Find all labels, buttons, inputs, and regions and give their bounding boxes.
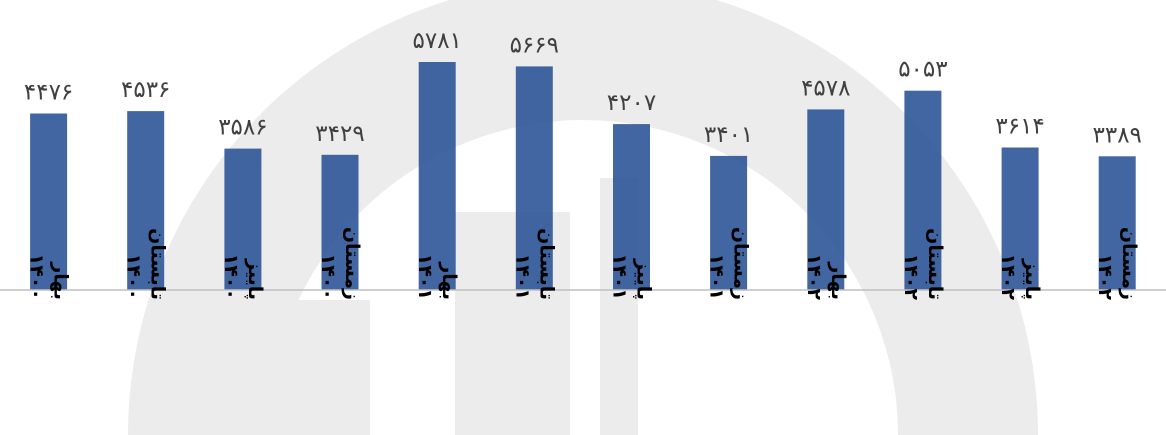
category-label-line: تابستان bbox=[924, 228, 946, 300]
category-label-line: بهار bbox=[50, 261, 72, 300]
category-label: تابستان۱۴۰۰ bbox=[123, 228, 169, 300]
category-label-line: ۱۴۰۲ bbox=[1094, 254, 1116, 301]
category-label-line: ۱۴۰۰ bbox=[317, 254, 339, 300]
category-label: زمستان۱۴۰۲ bbox=[1094, 227, 1140, 301]
category-label-line: ۱۴۰۱ bbox=[609, 254, 631, 300]
watermark-logo bbox=[128, 0, 1038, 435]
category-label-line: پاییز bbox=[1021, 258, 1043, 300]
category-label-line: ۱۴۰۰ bbox=[220, 254, 242, 300]
bar bbox=[127, 111, 165, 290]
bar bbox=[807, 109, 845, 291]
data-label: ۴۵۳۶ bbox=[121, 77, 170, 103]
category-label-line: زمستان bbox=[1118, 227, 1140, 300]
category-label-line: ۱۴۰۱ bbox=[511, 254, 533, 300]
category-label: پاییز۱۴۰۲ bbox=[997, 254, 1043, 301]
bar bbox=[1098, 156, 1136, 290]
category-label: تابستان۱۴۰۲ bbox=[900, 228, 946, 300]
category-label-line: ۱۴۰۲ bbox=[997, 254, 1019, 301]
category-label-line: پاییز bbox=[633, 258, 655, 300]
data-label: ۳۶۱۴ bbox=[995, 114, 1044, 140]
category-label-line: ۱۴۰۰ bbox=[26, 254, 48, 300]
category-label-line: ۱۴۰۱ bbox=[414, 254, 436, 300]
bar bbox=[515, 66, 553, 291]
bar bbox=[904, 90, 942, 290]
watermark-block-left bbox=[265, 300, 370, 435]
category-label-line: بهار bbox=[827, 261, 849, 300]
category-label-line: زمستان bbox=[730, 227, 752, 300]
data-label: ۳۴۰۱ bbox=[704, 122, 753, 148]
category-label-line: زمستان bbox=[341, 227, 363, 300]
watermark-arc bbox=[128, 0, 1038, 435]
data-label: ۳۴۲۹ bbox=[315, 121, 364, 147]
bar bbox=[418, 62, 456, 290]
data-label: ۳۵۸۶ bbox=[218, 115, 267, 141]
data-label: ۵۷۸۱ bbox=[412, 28, 461, 54]
category-label-line: ۱۴۰۰ bbox=[123, 254, 145, 300]
category-label: بهار۱۴۰۱ bbox=[414, 254, 460, 300]
bar bbox=[1001, 147, 1039, 290]
bar bbox=[30, 113, 68, 290]
bar bbox=[321, 154, 359, 290]
bar bbox=[710, 155, 748, 290]
data-label: ۳۳۸۹ bbox=[1092, 122, 1141, 148]
data-label: ۵۰۵۳ bbox=[898, 57, 947, 83]
category-label: پاییز۱۴۰۱ bbox=[609, 254, 655, 300]
category-labels-layer: بهار۱۴۰۰ تابستان۱۴۰۰ پاییز۱۴۰۰ زمستان۱۴۰۰ به… bbox=[26, 227, 1141, 301]
category-label-line: ۱۴۰۱ bbox=[706, 254, 728, 300]
category-label-line: ۱۴۰۲ bbox=[803, 254, 825, 301]
category-label-line: ۱۴۰۲ bbox=[900, 254, 922, 301]
category-label: زمستان۱۴۰۰ bbox=[317, 227, 363, 300]
bar bbox=[613, 124, 650, 290]
category-label: زمستان۱۴۰۱ bbox=[706, 227, 752, 300]
category-label: بهار۱۴۰۰ bbox=[26, 254, 72, 300]
category-label-line: تابستان bbox=[535, 228, 557, 300]
category-label: پاییز۱۴۰۰ bbox=[220, 254, 266, 300]
value-labels-layer: ۴۴۷۶ ۴۵۳۶ ۳۵۸۶ ۳۴۲۹ ۵۷۸۱ ۵۶۶۹ ۴۲۰۷ ۳۴۰۱ ۴۵۷۸ ۵۰۵۳… bbox=[24, 28, 1142, 148]
data-label: ۵۶۶۹ bbox=[510, 32, 559, 58]
data-label: ۴۵۷۸ bbox=[801, 75, 850, 101]
category-label-line: تابستان bbox=[147, 228, 169, 300]
category-label-line: پاییز bbox=[244, 258, 266, 300]
category-label: بهار۱۴۰۲ bbox=[803, 254, 849, 301]
data-label: ۴۴۷۶ bbox=[24, 80, 73, 106]
category-label-line: بهار bbox=[438, 261, 460, 300]
bars-layer bbox=[30, 62, 1136, 291]
category-label: تابستان۱۴۰۱ bbox=[511, 228, 557, 300]
data-label: ۴۲۰۷ bbox=[607, 90, 656, 116]
bar bbox=[224, 148, 262, 290]
